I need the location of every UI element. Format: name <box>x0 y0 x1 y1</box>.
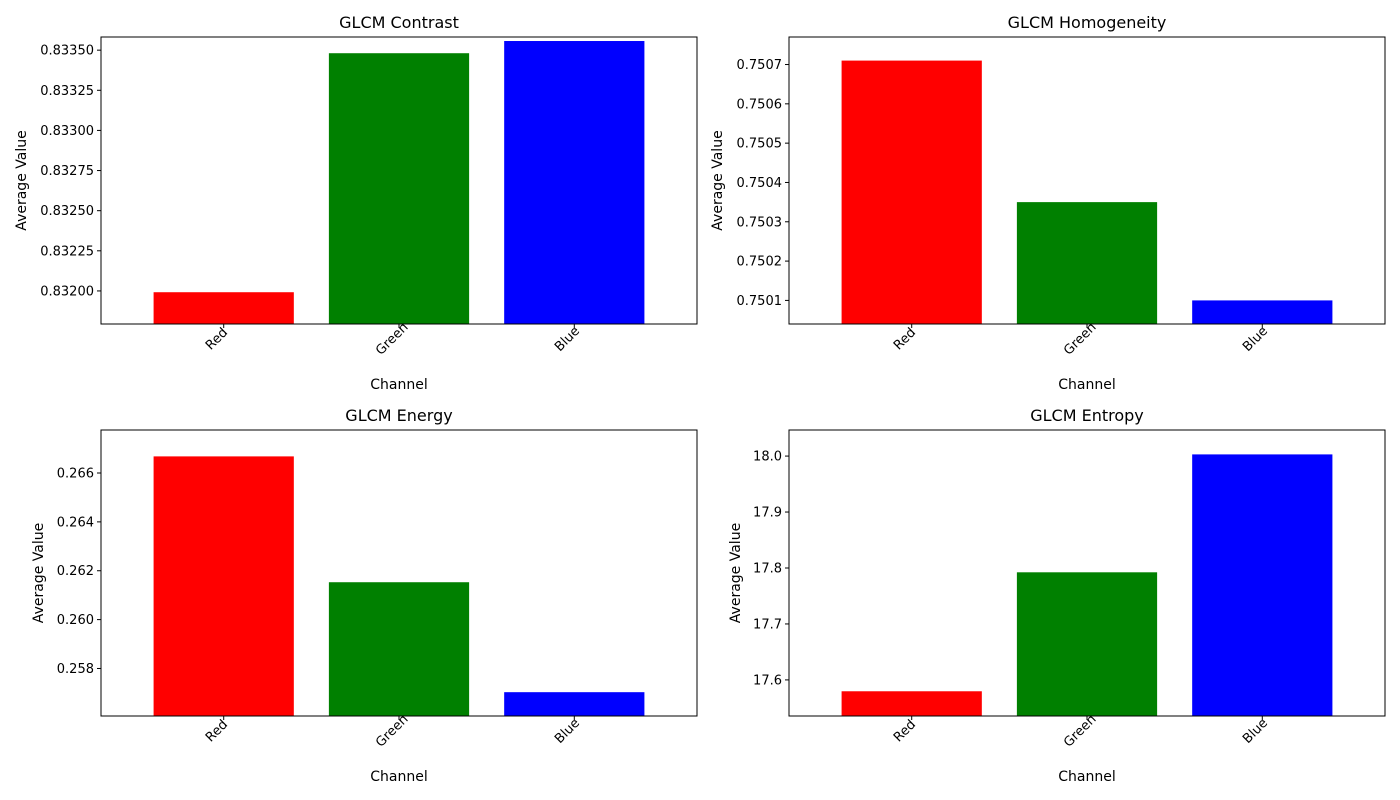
x-tick-label-red: Red <box>203 325 231 353</box>
y-tick-label: 0.83325 <box>40 84 94 99</box>
y-tick-label: 0.7503 <box>737 215 783 230</box>
y-tick-label: 18.0 <box>753 450 782 465</box>
x-tick-label-blue: Blue <box>552 324 583 355</box>
x-axis-label: Channel <box>370 769 427 785</box>
y-tick-label: 0.7502 <box>737 255 783 270</box>
x-tick-label-red: Red <box>891 325 919 353</box>
y-tick-label: 17.8 <box>753 561 782 576</box>
x-axis-label: Channel <box>370 377 427 393</box>
bar-green <box>328 53 470 324</box>
y-axis-label: Average Value <box>710 130 726 230</box>
y-tick-label: 0.260 <box>57 613 94 628</box>
y-tick-label: 0.83350 <box>40 44 94 59</box>
y-tick-label: 0.262 <box>57 564 94 579</box>
y-axis-label: Average Value <box>14 130 30 230</box>
y-tick-label: 0.7507 <box>737 58 783 73</box>
y-tick-label: 0.83250 <box>40 204 94 219</box>
bar-blue <box>1192 454 1333 716</box>
bar-green <box>1016 202 1158 324</box>
chart-panel-2: 0.7501 0.7502 0.7503 0.7504 0.7505 0.7506 0.75… <box>710 13 1386 393</box>
x-tick-label-green: Green <box>373 320 411 358</box>
x-axis-label: Channel <box>1058 377 1115 393</box>
y-tick-label: 0.7505 <box>737 137 783 152</box>
y-tick-label: 0.264 <box>57 515 94 530</box>
bar-red <box>153 456 294 716</box>
y-tick-label: 0.83225 <box>40 244 94 259</box>
y-tick-label: 0.266 <box>57 467 94 482</box>
y-tick-label: 0.83275 <box>40 164 94 179</box>
y-tick-label: 0.83300 <box>40 124 94 139</box>
x-tick-label-red: Red <box>203 717 231 745</box>
x-tick-label-green: Green <box>1061 320 1099 358</box>
x-tick-label-blue: Blue <box>1240 324 1271 355</box>
bar-red <box>153 292 294 324</box>
y-axis-label: Average Value <box>728 523 744 623</box>
bar-red <box>841 60 982 324</box>
chart-title: GLCM Contrast <box>339 13 459 32</box>
chart-title: GLCM Entropy <box>1030 406 1144 425</box>
bar-red <box>841 691 982 716</box>
x-tick-label-blue: Blue <box>552 716 583 747</box>
x-tick-label-green: Green <box>373 712 411 750</box>
chart-title: GLCM Energy <box>345 406 452 425</box>
y-tick-label: 0.7501 <box>737 294 783 309</box>
y-axis-label: Average Value <box>31 523 47 623</box>
chart-panel-3: 0.258 0.260 0.262 0.264 0.266 Red Green Blue GLC… <box>31 406 698 785</box>
chart-title: GLCM Homogeneity <box>1008 13 1167 32</box>
chart-panel-1: 0.83200 0.83225 0.83250 0.83275 0.83300 0.833… <box>14 13 698 393</box>
bar-blue <box>1192 300 1333 324</box>
chart-panel-4: 17.6 17.7 17.8 17.9 18.0 Red Green Blue GLCM Ent… <box>728 406 1386 785</box>
x-tick-label-green: Green <box>1061 712 1099 750</box>
bar-blue <box>504 692 645 716</box>
y-tick-label: 0.83200 <box>40 284 94 299</box>
x-tick-label-red: Red <box>891 717 919 745</box>
y-tick-label: 17.6 <box>753 673 782 688</box>
y-tick-label: 0.7504 <box>737 176 783 191</box>
y-tick-label: 0.7506 <box>737 97 783 112</box>
bar-green <box>1016 572 1158 716</box>
bar-green <box>328 582 470 716</box>
x-tick-label-blue: Blue <box>1240 716 1271 747</box>
bar-blue <box>504 41 645 324</box>
x-axis-label: Channel <box>1058 769 1115 785</box>
y-tick-label: 17.7 <box>753 617 782 632</box>
y-tick-label: 0.258 <box>57 662 94 677</box>
y-tick-label: 17.9 <box>753 506 782 521</box>
